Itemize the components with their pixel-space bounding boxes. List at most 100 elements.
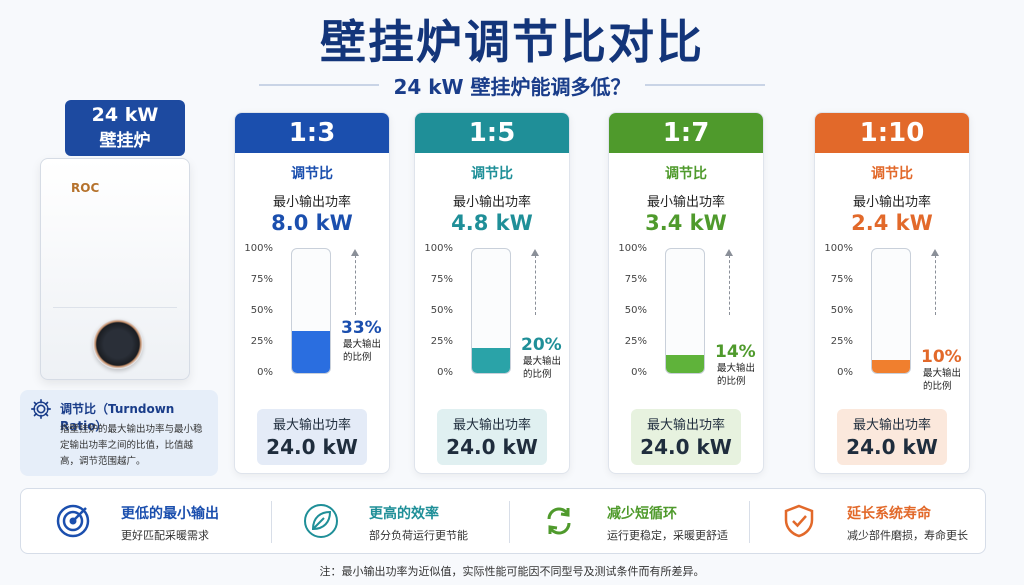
gauge-tick-label: 0% — [437, 367, 453, 378]
ratio-card: 1:5 调节比 最小输出功率 4.8 kW 100% 75% 50% 25% 0% 20… — [414, 112, 570, 474]
min-output-value: 8.0 kW — [271, 211, 353, 235]
gauge-ticks: 100% 75% 50% 25% 0% — [819, 243, 853, 378]
min-output-label: 最小输出功率 — [852, 195, 931, 210]
gauge-tick-label: 50% — [624, 305, 647, 316]
info-title: 调节比（Turndown Ratio） — [60, 402, 175, 433]
arrow-up-icon — [725, 249, 733, 256]
benefit-item: 更高的效率 部分负荷运行更节能 — [279, 489, 519, 555]
ratio-card: 1:7 调节比 最小输出功率 3.4 kW 100% 75% 50% 25% 0% 14… — [608, 112, 764, 474]
max-output-box: 最大输出功率 24.0 kW — [837, 409, 947, 465]
gauge-tick-label: 25% — [430, 336, 453, 347]
page-subtitle: 24 kW 壁挂炉能调多低？ — [393, 74, 631, 99]
benefit-item: 减少短循环 运行更稳定，采暖更舒适 — [517, 489, 757, 555]
percent-label: 最大输出 的比例 — [923, 367, 961, 393]
ratio-header: 1:7 — [609, 113, 763, 153]
ratio-label: 调节比 — [665, 166, 707, 182]
arrow-line — [935, 255, 936, 315]
turndown-info-box: 调节比（Turndown Ratio） 指壁挂炉的最大输出功率与最小稳定输出功率… — [20, 390, 218, 476]
gauge-tick-label: 50% — [430, 305, 453, 316]
percent-value: 20% — [521, 335, 562, 355]
ratio-card: 1:10 调节比 最小输出功率 2.4 kW 100% 75% 50% 25% 0% 1… — [814, 112, 970, 474]
benefit-title: 延长系统寿命 — [847, 506, 931, 522]
percent-label-line2: 的比例 — [343, 352, 372, 363]
ratio-header: 1:10 — [815, 113, 969, 153]
benefit-divider — [509, 501, 510, 543]
output-gauge-fill — [292, 331, 330, 373]
gear-icon — [31, 399, 51, 419]
gauge-tick-label: 25% — [830, 336, 853, 347]
benefit-description: 运行更稳定，采暖更舒适 — [607, 529, 728, 542]
gauge-tick-label: 0% — [257, 367, 273, 378]
ratio-card: 1:3 调节比 最小输出功率 8.0 kW 100% 75% 50% 25% 0% 33… — [234, 112, 390, 474]
subtitle-left-rule — [259, 84, 380, 86]
min-output-label: 最小输出功率 — [452, 195, 531, 210]
gauge-ticks: 100% 75% 50% 25% 0% — [419, 243, 453, 378]
gauge-tick-label: 100% — [424, 243, 453, 254]
gauge-tick-label: 0% — [837, 367, 853, 378]
arrow-up-icon — [531, 249, 539, 256]
output-gauge — [665, 248, 705, 374]
max-output-label: 最大输出功率 — [852, 418, 931, 433]
output-gauge — [291, 248, 331, 374]
percent-label-line1: 最大输出 — [343, 339, 382, 350]
cycle-icon — [547, 507, 571, 535]
max-output-label: 最大输出功率 — [272, 418, 351, 433]
benefit-divider — [749, 501, 750, 543]
boiler-control-dial — [93, 319, 143, 369]
boiler-image: ROC — [40, 158, 190, 380]
min-output-value: 3.4 kW — [645, 211, 727, 235]
benefit-title: 更低的最小输出 — [121, 506, 219, 522]
page-title: 壁挂炉调节比对比 — [320, 15, 704, 69]
benefit-divider — [271, 501, 272, 543]
ratio-header: 1:5 — [415, 113, 569, 153]
gauge-ticks: 100% 75% 50% 25% 0% — [239, 243, 273, 378]
min-output-label: 最小输出功率 — [646, 195, 725, 210]
target-icon — [56, 504, 90, 538]
boiler-label-power: 24 kW — [91, 104, 159, 126]
max-output-label: 最大输出功率 — [452, 418, 531, 433]
subtitle-row: 24 kW 壁挂炉能调多低？ — [0, 70, 1024, 100]
benefits-bar: 更低的最小输出 更好匹配采暖需求 更高的效率 部分负荷运行更节能 减少短循环 运… — [20, 488, 986, 554]
arrow-up-icon — [351, 249, 359, 256]
percent-value: 14% — [715, 342, 756, 362]
benefit-description: 减少部件磨损，寿命更长 — [847, 529, 968, 542]
percent-label: 最大输出 的比例 — [343, 338, 381, 364]
benefit-item: 延长系统寿命 减少部件磨损，寿命更长 — [757, 489, 997, 555]
gauge-tick-label: 100% — [244, 243, 273, 254]
max-output-value: 24.0 kW — [846, 435, 938, 459]
min-output-value: 2.4 kW — [851, 211, 933, 235]
max-output-box: 最大输出功率 24.0 kW — [437, 409, 547, 465]
output-gauge-fill — [666, 355, 704, 373]
boiler-label-name: 壁挂炉 — [99, 131, 151, 151]
max-output-value: 24.0 kW — [266, 435, 358, 459]
benefit-description: 部分负荷运行更节能 — [369, 529, 468, 542]
gauge-tick-label: 25% — [250, 336, 273, 347]
percent-label: 最大输出 的比例 — [523, 355, 561, 381]
benefit-title: 更高的效率 — [369, 506, 439, 522]
gauge-tick-label: 0% — [631, 367, 647, 378]
gauge-tick-label: 75% — [250, 274, 273, 285]
footnote: 注：最小输出功率为近似值，实际性能可能因不同型号及测试条件而有所差异。 — [319, 565, 705, 578]
percent-label-line2: 的比例 — [717, 376, 746, 387]
gauge-tick-label: 50% — [250, 305, 273, 316]
max-output-label: 最大输出功率 — [646, 418, 725, 433]
arrow-line — [355, 255, 356, 315]
subtitle-right-rule — [644, 84, 765, 86]
info-description: 指壁挂炉的最大输出功率与最小稳定输出功率之间的比值，比值越高，调节范围越广。 — [60, 424, 203, 467]
boiler-label: 24 kW 壁挂炉 — [65, 100, 185, 156]
percent-value: 10% — [921, 347, 962, 367]
gauge-tick-label: 75% — [830, 274, 853, 285]
max-output-value: 24.0 kW — [446, 435, 538, 459]
arrow-line — [535, 255, 536, 315]
min-output-label: 最小输出功率 — [272, 195, 351, 210]
percent-label-line1: 最大输出 — [523, 356, 562, 367]
ratio-label: 调节比 — [471, 166, 513, 182]
percent-label-line1: 最大输出 — [717, 363, 756, 374]
min-output-value: 4.8 kW — [451, 211, 533, 235]
gauge-ticks: 100% 75% 50% 25% 0% — [613, 243, 647, 378]
leaf-icon — [304, 504, 338, 538]
boiler-brand: ROC — [71, 181, 100, 195]
benefit-title: 减少短循环 — [607, 506, 677, 522]
output-gauge — [871, 248, 911, 374]
percent-value: 33% — [341, 318, 382, 338]
